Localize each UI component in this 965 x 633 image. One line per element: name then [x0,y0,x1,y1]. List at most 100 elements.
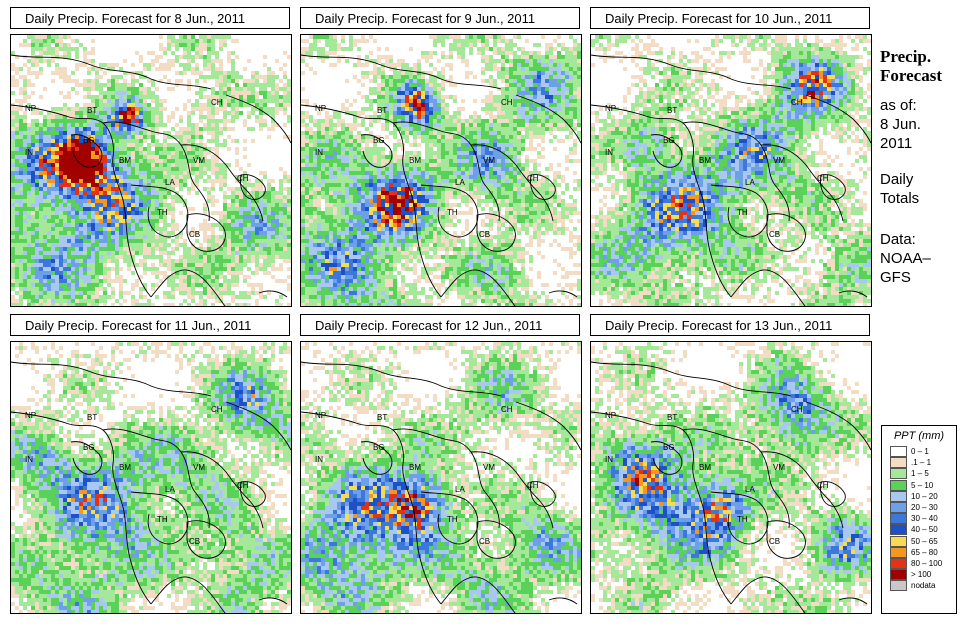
precip-cell [79,115,83,119]
precip-cell [47,195,51,199]
precip-cell [127,219,131,223]
precip-cell [131,119,135,123]
precip-cell [259,215,263,219]
precip-cell [39,131,43,135]
precip-cell [63,183,67,187]
precip-cell [111,167,115,171]
precip-cell [171,127,175,131]
precip-cell [461,59,465,63]
precip-cell [83,267,87,271]
precip-cell [501,99,505,103]
precip-cell [207,271,211,275]
precip-cell [365,155,369,159]
precip-cell [219,63,223,67]
precip-cell [75,303,79,306]
precip-cell [71,263,75,267]
precip-cell [505,119,509,123]
precip-cell [179,183,183,187]
precip-cell [43,143,47,147]
precip-cell [211,63,215,67]
precip-cell [139,203,143,207]
precip-cell [255,195,259,199]
precip-cell [445,123,449,127]
precip-cell [95,115,99,119]
precip-cell [131,143,135,147]
precip-cell [31,215,35,219]
precip-cell [27,243,31,247]
precip-cell [55,287,59,291]
precip-cell [417,83,421,87]
precip-cell [513,139,517,143]
precip-cell [131,303,135,306]
precip-cell [43,127,47,131]
precip-cell [115,243,119,247]
precip-cell [505,155,509,159]
precip-cell [59,283,63,287]
precip-cell [199,95,203,99]
precip-cell [183,291,187,295]
precip-cell [15,283,19,287]
precip-cell [207,243,211,247]
precip-cell [167,183,171,187]
precip-cell [477,127,481,131]
precip-cell [565,95,569,99]
precip-cell [449,79,453,83]
precip-cell [313,139,317,143]
precip-cell [75,79,79,83]
precip-cell [123,223,127,227]
precip-cell [231,215,235,219]
precip-cell [139,55,143,59]
precip-cell [159,219,163,223]
precip-cell [251,207,255,211]
precip-cell [337,115,341,119]
precip-cell [19,191,23,195]
precip-cell [79,275,83,279]
precip-cell [223,107,227,111]
precip-cell [191,107,195,111]
precip-cell [139,139,143,143]
precip-cell [529,55,533,59]
precip-cell [251,219,255,223]
precip-cell [19,163,23,167]
precip-cell [235,283,239,287]
precip-cell [305,147,309,151]
precip-cell [263,119,267,123]
precip-cell [433,139,437,143]
precip-cell [255,71,259,75]
precip-cell [95,191,99,195]
precip-cell [425,147,429,151]
precip-cell [11,187,15,191]
precip-cell [11,155,15,159]
precip-cell [51,255,55,259]
precip-cell [381,103,385,107]
precip-cell [151,267,155,271]
precip-cell [119,247,123,251]
precip-cell [79,179,83,183]
precip-cell [43,179,47,183]
precip-cell [111,243,115,247]
precip-cell [19,303,23,306]
precip-cell [493,43,497,47]
precip-cell [191,263,195,267]
precip-cell [99,187,103,191]
precip-cell [341,55,345,59]
precip-cell [409,75,413,79]
precip-cell [453,143,457,147]
precip-cell [267,67,271,71]
precip-cell [63,187,67,191]
precip-cell [461,99,465,103]
precip-cell [283,235,287,239]
precip-cell [271,211,275,215]
precip-cell [83,227,87,231]
precip-cell [271,179,275,183]
precip-cell [195,267,199,271]
precip-cell [95,199,99,203]
precip-cell [43,183,47,187]
precip-cell [361,155,365,159]
precip-cell [497,95,501,99]
precip-cell [99,231,103,235]
precip-cell [333,35,337,39]
precip-cell [457,155,461,159]
precip-cell [287,83,291,87]
precip-cell [123,111,127,115]
